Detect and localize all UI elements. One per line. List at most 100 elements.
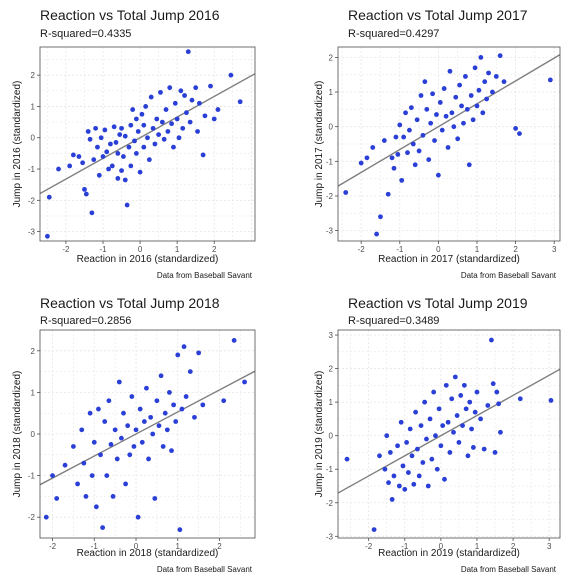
- data-point: [93, 125, 99, 131]
- data-point: [418, 93, 424, 98]
- x-tick-label: 1: [176, 542, 181, 551]
- chart-title: Reaction vs Total Jump 2017: [348, 7, 528, 23]
- data-point: [411, 481, 417, 487]
- data-point: [465, 453, 471, 459]
- data-point: [445, 145, 451, 150]
- data-point: [154, 116, 160, 122]
- data-point: [54, 496, 60, 501]
- data-point: [424, 436, 429, 442]
- data-point: [171, 402, 176, 408]
- data-point: [416, 148, 422, 154]
- data-point: [185, 49, 191, 55]
- data-point: [443, 113, 449, 119]
- data-point: [158, 373, 164, 379]
- data-point: [115, 150, 121, 156]
- data-point: [127, 452, 133, 458]
- data-point: [481, 446, 487, 452]
- data-point: [389, 155, 395, 161]
- data-point: [123, 481, 128, 487]
- data-point: [196, 350, 202, 356]
- chart-caption: Data from Baseball Savant: [157, 271, 253, 280]
- data-point: [482, 79, 488, 85]
- data-point: [158, 89, 163, 95]
- data-point: [439, 127, 445, 133]
- data-point: [56, 166, 61, 172]
- data-point: [221, 398, 227, 404]
- data-point: [95, 144, 100, 150]
- data-point: [447, 68, 453, 74]
- data-point: [91, 157, 97, 163]
- x-tick-label: 3: [547, 542, 552, 551]
- data-point: [468, 93, 474, 98]
- data-point: [93, 504, 99, 510]
- data-point: [403, 110, 408, 116]
- chart-panel-1: Reaction vs Total Jump 2016 R-squared=0.4…: [12, 7, 256, 280]
- data-point: [148, 94, 154, 100]
- data-point: [128, 163, 134, 169]
- chart-title: Reaction vs Total Jump 2018: [40, 295, 220, 311]
- data-point: [108, 141, 113, 147]
- data-point: [343, 190, 349, 195]
- y-axis-label: Jump in 2019 (standardized): [314, 371, 325, 498]
- data-point: [501, 79, 507, 85]
- data-point: [146, 157, 152, 163]
- data-point: [485, 403, 491, 408]
- data-point: [407, 127, 412, 133]
- data-point: [132, 138, 137, 144]
- data-point: [146, 456, 151, 462]
- data-points: [45, 49, 243, 239]
- data-point: [472, 409, 478, 415]
- data-point: [104, 473, 110, 478]
- data-point: [119, 125, 124, 131]
- data-point: [141, 122, 147, 128]
- data-point: [160, 444, 166, 449]
- data-point: [179, 406, 185, 412]
- data-point: [145, 135, 150, 141]
- data-point: [381, 138, 387, 143]
- data-point: [80, 160, 86, 166]
- data-point: [171, 144, 176, 150]
- y-tick-label: 2: [329, 365, 334, 374]
- x-tick-label: 2: [511, 542, 516, 551]
- data-point: [133, 116, 139, 122]
- data-point: [489, 337, 494, 343]
- data-point: [192, 414, 197, 420]
- data-point: [449, 396, 455, 402]
- chart-panel-3: Reaction vs Total Jump 2018 R-squared=0.2…: [12, 295, 256, 574]
- data-point: [400, 463, 406, 469]
- y-tick-label: -3: [326, 532, 334, 541]
- data-point: [70, 152, 76, 158]
- data-point: [498, 429, 503, 435]
- data-point: [422, 79, 428, 85]
- data-point: [176, 135, 182, 141]
- data-point: [398, 419, 404, 425]
- data-point: [135, 129, 141, 134]
- data-point: [494, 389, 500, 395]
- data-point: [384, 433, 390, 439]
- data-point: [412, 162, 418, 168]
- x-axis-label: Reaction in 2018 (standardized): [77, 548, 219, 559]
- data-point: [137, 169, 143, 175]
- data-point: [472, 65, 478, 71]
- chart-panel-2: Reaction vs Total Jump 2017 R-squared=0.4…: [314, 7, 561, 280]
- plot-border: [337, 329, 561, 539]
- plot-border: [337, 46, 561, 242]
- data-point: [156, 423, 162, 429]
- data-point: [139, 111, 145, 117]
- data-point: [122, 177, 128, 183]
- data-point: [469, 426, 474, 432]
- data-point: [490, 381, 496, 387]
- data-point: [167, 390, 172, 395]
- data-point: [169, 448, 174, 454]
- data-point: [181, 344, 187, 350]
- data-point: [486, 70, 491, 76]
- data-point: [193, 85, 199, 91]
- data-point: [404, 439, 409, 445]
- data-point: [167, 85, 173, 91]
- data-point: [135, 514, 141, 520]
- data-point: [152, 496, 158, 501]
- x-tick-label: 1: [475, 245, 480, 254]
- data-point: [85, 129, 91, 134]
- data-point: [427, 416, 433, 422]
